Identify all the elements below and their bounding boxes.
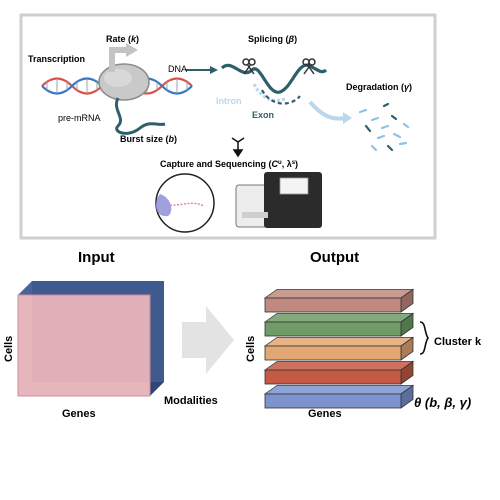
arrow-to-degradation-icon xyxy=(308,100,352,124)
output-layer-2 xyxy=(263,312,415,337)
arrow-to-splicing-icon xyxy=(186,66,218,74)
output-layer-4 xyxy=(263,360,415,385)
scissors-icon-2 xyxy=(302,58,316,75)
output-title: Output xyxy=(310,249,359,266)
arrow-right-icon xyxy=(182,306,234,374)
input-title: Input xyxy=(78,249,115,266)
cells-label-left: Cells xyxy=(3,336,15,362)
brace-icon xyxy=(419,321,429,355)
output-layer-5 xyxy=(263,384,415,409)
output-layer-1 xyxy=(263,288,415,313)
capture-label: Capture and Sequencing (Cu, λs) xyxy=(160,159,298,169)
rnap-icon xyxy=(98,63,150,101)
scissors-icon xyxy=(242,58,256,75)
modalities-label: Modalities xyxy=(164,395,218,407)
degradation-fragments xyxy=(358,102,410,152)
dna-label: DNA xyxy=(168,64,187,74)
genes-label-left: Genes xyxy=(62,408,96,420)
rate-label: Rate (k) xyxy=(106,34,139,44)
cell-icon xyxy=(155,173,215,233)
burst-size-label: Burst size (b) xyxy=(120,134,177,144)
cluster-label: Cluster k xyxy=(434,336,482,348)
merge-arrow-icon xyxy=(231,137,245,158)
output-layers xyxy=(263,288,415,409)
top-panel-frame xyxy=(19,13,437,240)
genes-label-right: Genes xyxy=(308,408,342,420)
degradation-label: Degradation (γ) xyxy=(346,82,412,92)
rate-arrow-icon xyxy=(109,43,138,72)
pre-mrna-strand xyxy=(115,97,166,135)
output-layer-3 xyxy=(263,336,415,361)
exon-label: Exon xyxy=(252,110,274,120)
theta-label: θ (b, β, γ) xyxy=(414,395,471,410)
input-matrix xyxy=(17,281,164,397)
cells-label-right: Cells xyxy=(245,336,257,362)
intron-label: Intron xyxy=(216,96,242,106)
sequencer-icon xyxy=(235,172,322,228)
transcription-label: Transcription xyxy=(28,54,85,64)
splicing-label: Splicing (β) xyxy=(248,34,297,44)
splicing-rna xyxy=(220,63,328,105)
pre-mrna-label: pre-mRNA xyxy=(58,113,101,123)
